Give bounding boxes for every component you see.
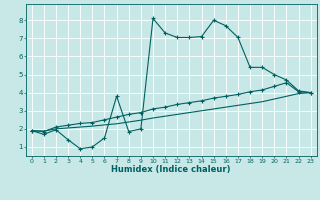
X-axis label: Humidex (Indice chaleur): Humidex (Indice chaleur) bbox=[111, 165, 231, 174]
